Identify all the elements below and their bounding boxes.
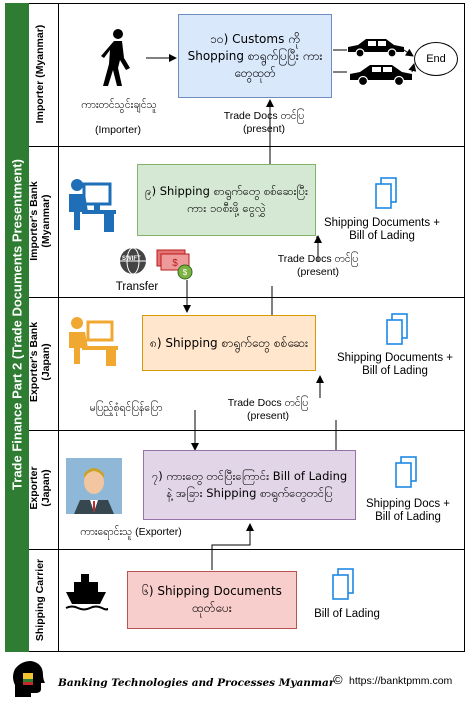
arrow-car-to-end: [403, 48, 414, 57]
lane-label-divider: [58, 3, 59, 652]
trade-docs-label: Trade Docs တင်ပြ (present): [227, 397, 309, 422]
money-icon: $ $: [156, 249, 193, 280]
lane-divider: [29, 146, 465, 147]
document-icon: [332, 568, 354, 600]
step-9-payment-box[interactable]: ၉) Shipping စာရွက်တွေ စစ်ဆေးပြီး ကား ၁၀စ…: [137, 164, 316, 236]
bank-mm-doc-label: Shipping Documents + Bill of Lading: [323, 217, 441, 242]
document-icon: [395, 456, 417, 488]
bank-worker-icon: [69, 179, 116, 232]
importer-caption: ကားတင်သွင်းချင်သူ: [81, 99, 157, 111]
bank-jp-doc-label: Shipping Documents + Bill of Lading: [336, 352, 454, 377]
ship-icon: [65, 574, 108, 611]
exporter-caption: ကားရောင်းသူ (Exporter): [80, 526, 182, 538]
swift-globe-icon: [120, 247, 146, 275]
lane-divider: [29, 430, 465, 431]
title-bar: [5, 3, 29, 652]
arrow-car-to-end: [408, 63, 417, 73]
arrow-carrier-to-exporter: [211, 523, 254, 570]
carrier-doc-label: Bill of Lading: [314, 608, 380, 620]
trade-docs-label: Trade Docs တင်ပြ (present): [223, 110, 305, 135]
svg-text:$: $: [172, 258, 178, 269]
step-7-present-box[interactable]: ၇) ကားတွေ တင်ပြီးကြောင်း Bill of Lading …: [143, 450, 356, 520]
transfer-label: Transfer: [115, 281, 159, 293]
document-icon: [386, 313, 408, 345]
importer-caption-en: (Importer): [94, 124, 142, 136]
end-node[interactable]: End: [414, 42, 458, 76]
trade-docs-label: Trade Docs တင်ပြ (present): [277, 253, 359, 278]
svg-text:$: $: [183, 268, 188, 277]
step-6-issue-box[interactable]: ၆) Shipping Documents ထုတ်ပေး: [127, 571, 297, 629]
car-icon: [350, 65, 412, 86]
incomplete-note: မပြည့်စုံရင်ပြန်ပြော: [89, 402, 163, 414]
exporter-doc-label: Shipping Docs + Bill of Lading: [365, 498, 451, 523]
lane-divider: [29, 297, 465, 298]
footer-brand: Banking Technologies and Processes Myanm…: [58, 677, 335, 689]
exporter-avatar-icon: [66, 458, 122, 514]
lane-divider: [29, 549, 465, 550]
swift-label: SWIFT: [122, 256, 141, 262]
walking-person-icon: [101, 29, 130, 86]
car-icon: [348, 39, 404, 58]
footer-url[interactable]: https://banktpmm.com: [349, 675, 453, 687]
document-icon: [375, 177, 397, 209]
step-10-customs-box[interactable]: ၁၀) Customs ကို Shopping စာရွက်ပြပြီး ကာ…: [178, 14, 332, 98]
bank-worker-icon: [69, 317, 118, 366]
brand-logo-icon: [13, 661, 45, 697]
step-8-check-box[interactable]: ၈) Shipping စာရွက်တွေ စစ်ဆေး: [142, 315, 316, 371]
copyright-icon: ©: [333, 672, 343, 687]
